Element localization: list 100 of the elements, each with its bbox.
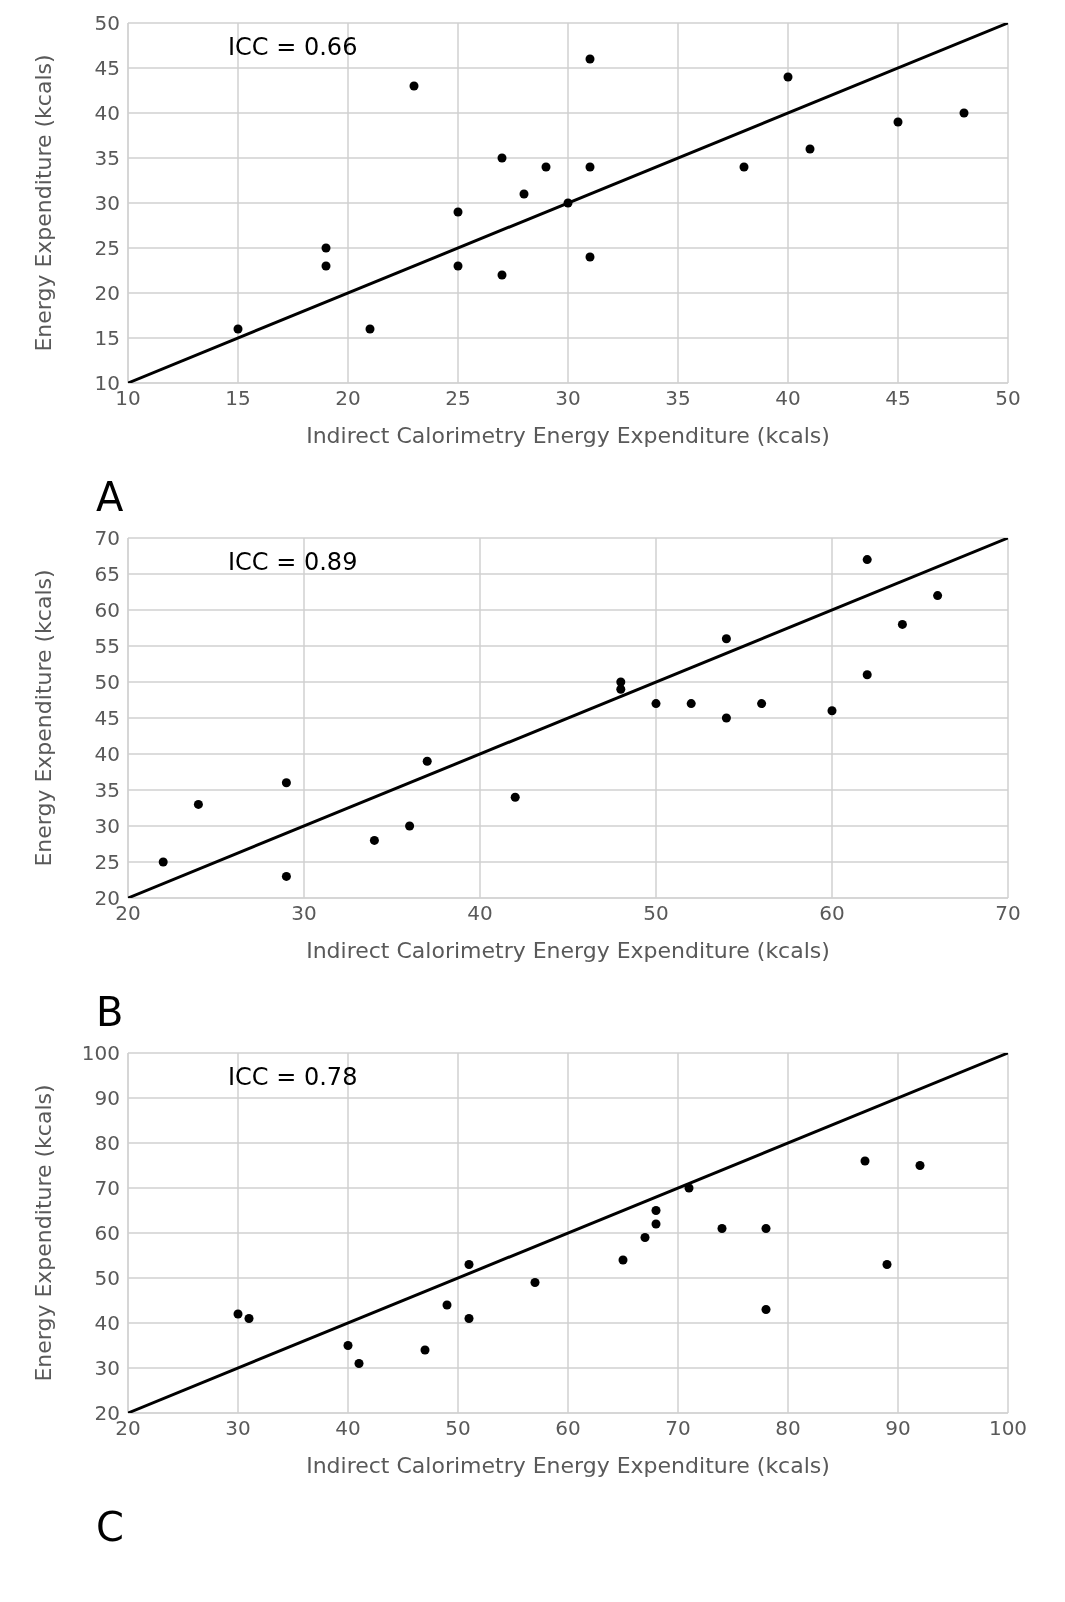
x-tick-label: 60 xyxy=(555,1416,581,1441)
point xyxy=(585,252,595,262)
point xyxy=(761,1223,771,1234)
x-tick-label: 30 xyxy=(291,901,317,926)
y-tick-label: 15 xyxy=(94,326,120,351)
point xyxy=(897,619,907,629)
y-tick-label: 35 xyxy=(94,778,120,803)
point xyxy=(409,81,419,91)
point xyxy=(158,857,168,867)
x-tick-label: 15 xyxy=(225,386,251,411)
point xyxy=(893,117,903,127)
point xyxy=(420,1345,430,1355)
point xyxy=(321,261,331,271)
point xyxy=(453,261,463,271)
annotation: ICC = 0.89 xyxy=(228,548,358,576)
point xyxy=(233,324,243,334)
point xyxy=(343,1340,353,1351)
y-tick-label: 40 xyxy=(94,101,120,126)
point xyxy=(651,699,661,709)
x-tick-label: 90 xyxy=(885,1416,911,1441)
point xyxy=(640,1232,650,1243)
y-tick-label: 70 xyxy=(94,1176,120,1201)
y-tick-label: 50 xyxy=(94,670,120,695)
point xyxy=(860,1156,870,1166)
y-tick-label: 30 xyxy=(94,1356,120,1381)
x-tick-label: 100 xyxy=(988,1416,1028,1441)
x-tick-label: 80 xyxy=(775,1416,801,1441)
annotation: ICC = 0.66 xyxy=(228,33,358,61)
point xyxy=(321,243,331,253)
annotation: ICC = 0.78 xyxy=(228,1063,358,1091)
y-tick-label: 60 xyxy=(94,598,120,623)
point xyxy=(281,778,291,788)
y-tick-label: 40 xyxy=(94,1311,120,1336)
point xyxy=(510,792,520,802)
point xyxy=(757,699,767,709)
x-tick-label: 30 xyxy=(225,1416,251,1441)
x-tick-label: 60 xyxy=(819,901,845,926)
point xyxy=(193,799,203,809)
point xyxy=(541,162,551,172)
x-axis-title: Indirect Calorimetry Energy Expenditure (kcals) xyxy=(306,938,830,963)
y-tick-label: 40 xyxy=(94,742,120,767)
point xyxy=(783,72,793,82)
x-tick-label: 50 xyxy=(995,386,1021,411)
point xyxy=(761,1304,771,1315)
point xyxy=(233,1309,243,1319)
y-tick-label: 45 xyxy=(94,706,120,731)
point xyxy=(354,1358,364,1369)
point xyxy=(618,1255,628,1265)
point xyxy=(585,54,595,64)
point xyxy=(369,835,379,845)
y-tick-label: 70 xyxy=(94,526,120,551)
x-tick-label: 25 xyxy=(445,386,471,411)
point xyxy=(827,706,837,716)
point xyxy=(686,699,696,709)
point xyxy=(281,871,291,881)
x-tick-label: 45 xyxy=(885,386,911,411)
y-tick-label: 55 xyxy=(94,634,120,659)
y-tick-label: 80 xyxy=(94,1131,120,1156)
point xyxy=(882,1259,892,1270)
y-tick-label: 25 xyxy=(94,850,120,875)
point xyxy=(721,634,731,644)
point xyxy=(651,1205,661,1216)
text: C xyxy=(96,1504,124,1550)
point xyxy=(519,189,529,199)
point xyxy=(464,1259,474,1270)
x-tick-label: 30 xyxy=(555,386,581,411)
point xyxy=(530,1277,540,1288)
y-axis-title: Energy Expenditure (kcals) xyxy=(30,54,56,352)
point xyxy=(959,108,969,118)
x-tick-label: 20 xyxy=(335,386,361,411)
point xyxy=(717,1223,727,1234)
x-tick-label: 40 xyxy=(775,386,801,411)
x-tick-label: 35 xyxy=(665,386,691,411)
point xyxy=(862,670,872,680)
point xyxy=(739,162,749,172)
y-tick-label: 50 xyxy=(94,11,120,36)
point xyxy=(862,555,872,565)
point xyxy=(464,1313,474,1324)
x-tick-label: 40 xyxy=(335,1416,361,1441)
point xyxy=(933,591,943,601)
y-tick-label: 100 xyxy=(81,1041,120,1066)
point xyxy=(422,756,432,766)
point xyxy=(805,144,815,154)
y-tick-label: 90 xyxy=(94,1086,120,1111)
point xyxy=(651,1219,661,1229)
x-axis-title: Indirect Calorimetry Energy Expenditure (kcals) xyxy=(306,423,830,448)
y-tick-label: 25 xyxy=(94,236,120,261)
y-tick-label: 50 xyxy=(94,1266,120,1291)
x-tick-label: 40 xyxy=(467,901,493,926)
point xyxy=(616,684,626,694)
point xyxy=(244,1313,254,1324)
point xyxy=(721,713,731,723)
x-tick-label: 70 xyxy=(665,1416,691,1441)
x-axis-title: Indirect Calorimetry Energy Expenditure (kcals) xyxy=(306,1453,830,1478)
point xyxy=(453,207,463,217)
y-tick-label: 65 xyxy=(94,562,120,587)
point xyxy=(915,1160,925,1171)
x-tick-label: 50 xyxy=(643,901,669,926)
point xyxy=(442,1300,452,1310)
y-tick-label: 20 xyxy=(94,281,120,306)
